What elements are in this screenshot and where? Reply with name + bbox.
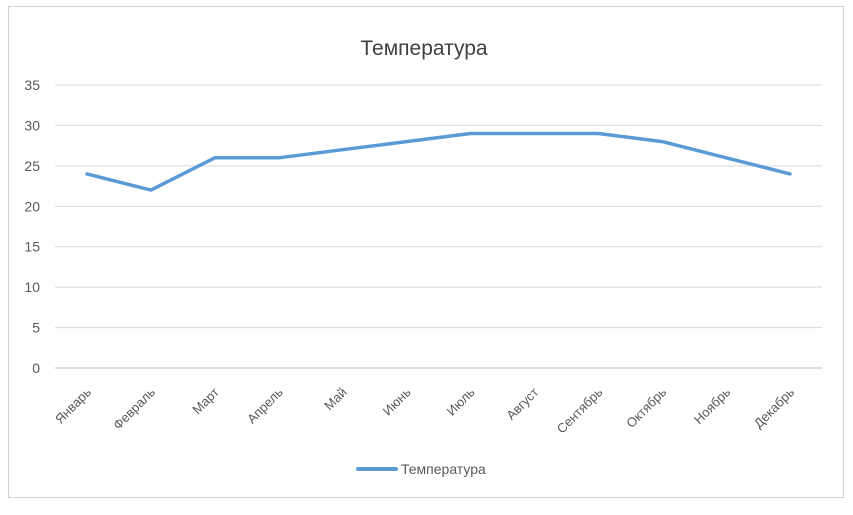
y-tick-label: 5 [32, 320, 40, 336]
x-tick-label: Ноябрь [691, 384, 734, 427]
y-tick-label: 25 [24, 158, 40, 174]
data-point [85, 172, 89, 176]
data-point [277, 156, 281, 160]
data-point [788, 172, 792, 176]
x-tick-label: Сентябрь [554, 384, 606, 436]
x-tick-label: Февраль [110, 384, 158, 432]
data-point [596, 132, 600, 136]
x-tick-label: Март [189, 384, 222, 417]
x-tick-label: Декабрь [751, 384, 798, 431]
y-tick-label: 35 [24, 77, 40, 93]
data-point [149, 188, 153, 192]
x-tick-label: Июль [444, 384, 478, 418]
x-tick-label: Август [503, 384, 541, 422]
y-tick-label: 15 [24, 239, 40, 255]
series-layer [85, 131, 792, 192]
x-tick-label: Октябрь [623, 384, 669, 430]
data-point [341, 148, 345, 152]
y-axis: 0 5 10 15 20 25 30 35 [24, 77, 40, 376]
chart-frame [8, 6, 844, 498]
series-line [85, 131, 792, 192]
data-point [213, 156, 217, 160]
y-tick-label: 10 [24, 279, 40, 295]
y-tick-label: 20 [24, 198, 40, 214]
x-axis: Январь Февраль Март Апрель Май Июнь Июль Август… [52, 384, 797, 436]
data-point [724, 156, 728, 160]
x-tick-label: Январь [52, 384, 94, 426]
legend[interactable]: Температура [356, 461, 486, 477]
data-point [405, 140, 409, 144]
x-tick-label: Апрель [244, 384, 286, 426]
x-tick-label: Июнь [380, 384, 414, 418]
gridlines [55, 84, 822, 369]
legend-label: Температура [401, 461, 486, 477]
data-point [660, 140, 664, 144]
data-point [532, 132, 536, 136]
x-tick-label: Май [321, 385, 350, 414]
data-point [468, 132, 472, 136]
chart-title: Температура [360, 37, 488, 60]
y-tick-label: 30 [24, 117, 40, 133]
y-tick-label: 0 [32, 360, 40, 376]
